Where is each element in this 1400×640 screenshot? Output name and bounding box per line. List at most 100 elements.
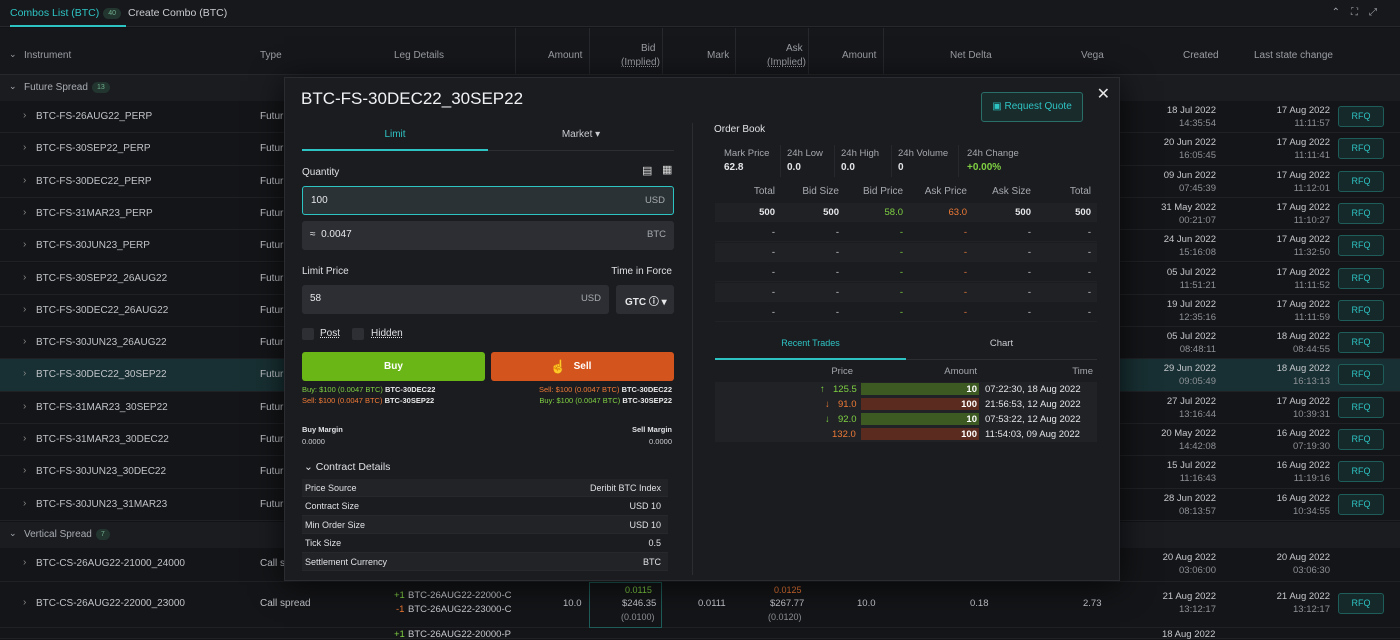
last-change-cell: 16 Aug 2022 10:34:55 [1276,492,1330,517]
header-mark[interactable]: Mark [707,50,730,61]
header-bid[interactable]: Bid [641,43,656,54]
header-amount[interactable]: Amount [548,50,583,61]
rfq-button[interactable]: RFQ [1338,235,1384,257]
header-type[interactable]: Type [260,50,282,61]
chevron-right-icon[interactable]: › [23,336,27,348]
sell-button[interactable]: Sell [491,352,674,381]
created-cell: 18 Aug 2022 [1162,629,1216,640]
ob-header-ask-size: Ask Size [992,186,1031,197]
type-cell: Futur [260,466,284,478]
chevron-right-icon[interactable]: › [23,368,27,380]
rfq-button[interactable]: RFQ [1338,267,1384,289]
combos-count-badge: 40 [103,7,122,19]
hidden-checkbox[interactable] [352,328,364,340]
order-book-row[interactable]: ------ [715,263,1097,282]
header-divider [808,28,809,75]
tab-create-combo[interactable]: Create Combo (BTC) [128,7,228,19]
volume-24h-value: 0 [898,162,904,173]
order-book-row[interactable]: ------ [715,303,1097,322]
chevron-right-icon[interactable]: › [23,110,27,121]
order-book-row[interactable]: ------ [715,243,1097,262]
header-amount-2[interactable]: Amount [842,50,877,61]
last-change-cell: 17 Aug 2022 10:39:31 [1276,395,1330,420]
chevron-right-icon[interactable]: › [23,174,27,186]
close-icon[interactable]: ✕ [1096,86,1110,103]
chevron-right-icon[interactable]: › [23,433,27,444]
post-checkbox[interactable] [302,328,314,340]
header-instrument[interactable]: Instrument [24,50,72,61]
rfq-button[interactable]: RFQ [1338,429,1384,450]
chat-icon: ▣ [992,101,1005,112]
rfq-button[interactable]: RFQ [1338,299,1384,321]
instrument-name: BTC-FS-30SEP22_26AUG22 [36,272,168,284]
order-book-row[interactable]: ------ [715,283,1097,302]
rfq-button[interactable]: RFQ [1338,493,1384,515]
time-in-force-select[interactable]: GTC ⓘ ▾ [616,285,674,314]
trades-header-time: Time [1072,366,1093,377]
maximize-icon[interactable]: ⛶ [1351,7,1369,18]
rfq-button[interactable]: RFQ [1338,138,1384,160]
header-ask-implied: (Implied) [767,57,806,68]
header-last-state-change[interactable]: Last state change [1254,50,1333,61]
rfq-button[interactable]: RFQ [1338,461,1384,483]
header-vega[interactable]: Vega [1081,50,1104,61]
chevron-right-icon[interactable]: › [23,271,27,283]
order-book-row[interactable]: ------ [715,223,1097,242]
buy-button[interactable]: Buy [302,352,485,381]
chat-icon[interactable]: ▤ [642,165,653,177]
chevron-right-icon[interactable]: › [23,142,27,154]
collapse-icon[interactable]: ⌃ [1331,7,1351,18]
chevron-right-icon[interactable]: › [23,465,27,477]
chevron-right-icon[interactable]: › [23,557,27,568]
chevron-right-icon[interactable]: › [23,206,27,218]
type-cell: Futur [260,175,284,187]
type-cell: Futur [260,111,284,122]
quantity-btc-field[interactable]: ≈ 0.0047 BTC [302,221,674,250]
chevron-right-icon[interactable]: › [23,400,27,412]
instrument-name: BTC-FS-30DEC22_26AUG22 [36,304,169,316]
leg-sign-minus: -1 [396,604,405,615]
tab-combos-list[interactable]: Combos List (BTC) 40 [10,0,126,27]
header-created[interactable]: Created [1183,50,1219,61]
vega-cell: 2.73 [1083,598,1102,609]
rfq-button[interactable]: RFQ [1338,364,1384,386]
header-divider [515,28,516,75]
header-net-delta[interactable]: Net Delta [950,50,992,61]
rfq-button[interactable]: RFQ [1338,202,1384,224]
tab-recent-trades[interactable]: Recent Trades [715,338,906,360]
instrument-name: BTC-FS-30JUN23_31MAR23 [36,498,168,510]
limit-price-input[interactable]: 58 USD [302,285,609,314]
column-divider [692,123,693,575]
rfq-button[interactable]: RFQ [1338,332,1384,354]
fullscreen-icon[interactable]: ⤢ [1369,7,1388,18]
quantity-input[interactable]: 100 USD [302,186,674,215]
expand-all-icon[interactable]: ⌄ [9,49,17,59]
rfq-button[interactable]: RFQ [1338,593,1384,614]
rfq-button[interactable]: RFQ [1338,106,1384,127]
rfq-button[interactable]: RFQ [1338,396,1384,418]
order-book-row[interactable]: 500 500 58.0 63.0 500 500 [715,203,1097,222]
tab-limit[interactable]: Limit [302,129,488,151]
window-controls: ⌃⛶⤢ [1332,7,1388,18]
calculator-icon[interactable]: ▦ [662,164,673,176]
last-change-cell: 20 Aug 2022 03:06:30 [1276,552,1330,576]
instrument-name: BTC-FS-31MAR23_PERP [36,207,153,219]
bid-cell-highlight[interactable] [589,582,662,628]
request-quote-button[interactable]: ▣ Request Quote [981,92,1083,122]
tab-chart[interactable]: Chart [906,338,1097,360]
table-row[interactable]: › BTC-CS-26AUG22-22000_23000 Call spread… [0,582,1400,628]
change-24h-value: +0.00% [967,162,1002,173]
chevron-right-icon[interactable]: › [23,497,27,509]
tab-market[interactable]: Market ▾ [488,129,674,151]
bid-top: 0.0115 [625,585,652,595]
chevron-right-icon[interactable]: › [23,239,27,251]
chevron-right-icon[interactable]: › [23,303,27,315]
header-leg-details[interactable]: Leg Details [394,50,445,61]
chevron-right-icon[interactable]: › [23,597,27,608]
rfq-button[interactable]: RFQ [1338,170,1384,192]
group-label: Future Spread [24,82,88,94]
header-ask[interactable]: Ask [786,43,803,54]
contract-details-toggle[interactable]: ⌄ Contract Details [304,461,391,473]
post-label: Post [320,328,341,339]
mark-price-value: 62.8 [724,162,744,173]
